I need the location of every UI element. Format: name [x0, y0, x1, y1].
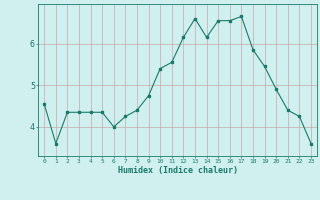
X-axis label: Humidex (Indice chaleur): Humidex (Indice chaleur) [118, 166, 238, 175]
